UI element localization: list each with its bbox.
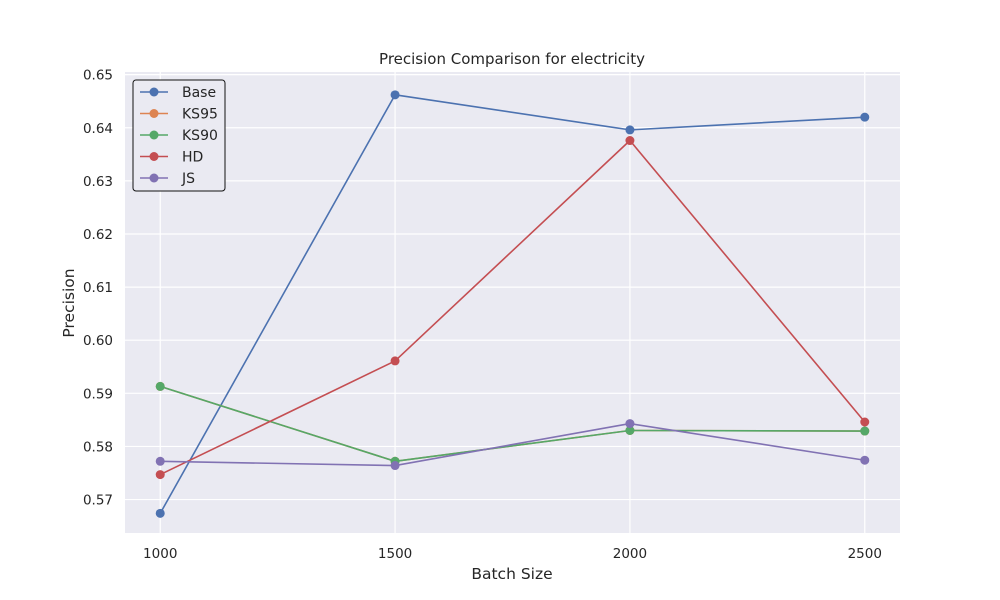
legend: Base KS95 KS90 HD JS bbox=[132, 79, 226, 192]
y-tick-label: 0.57 bbox=[83, 493, 113, 509]
legend-item-ks95: KS95 bbox=[140, 107, 218, 123]
legend-item-js: JS bbox=[140, 171, 195, 187]
x-tick-label: 2000 bbox=[613, 546, 647, 562]
y-tick-label: 0.64 bbox=[83, 121, 113, 137]
data-point bbox=[155, 381, 165, 391]
legend-item-hd: HD bbox=[140, 150, 203, 166]
y-tick-label: 0.62 bbox=[83, 227, 113, 243]
x-tick-label: 1000 bbox=[143, 546, 177, 562]
y-tick-label: 0.59 bbox=[83, 386, 113, 402]
data-point bbox=[390, 90, 400, 100]
legend-label: JS bbox=[181, 171, 195, 187]
y-tick-label: 0.63 bbox=[83, 174, 113, 190]
legend-marker bbox=[149, 173, 159, 183]
data-point bbox=[860, 455, 870, 465]
x-tick-labels: 1000 1500 2000 2500 bbox=[143, 546, 882, 562]
data-point bbox=[155, 456, 165, 466]
data-point bbox=[860, 417, 870, 427]
legend-label: KS90 bbox=[182, 128, 218, 144]
legend-item-base: Base bbox=[140, 85, 216, 101]
legend-marker bbox=[149, 152, 159, 161]
y-axis-label: Precision bbox=[60, 268, 78, 337]
x-tick-label: 1500 bbox=[378, 546, 412, 562]
series-base bbox=[155, 90, 870, 518]
data-point bbox=[390, 356, 400, 366]
series-line bbox=[159, 94, 865, 514]
series-js bbox=[155, 419, 870, 471]
x-axis-label: Batch Size bbox=[471, 565, 552, 583]
series-line bbox=[159, 385, 865, 463]
chart-title: Precision Comparison for electricity bbox=[379, 50, 645, 68]
y-tick-label: 0.61 bbox=[83, 280, 113, 296]
legend-marker bbox=[149, 87, 159, 97]
legend-label: KS95 bbox=[182, 107, 218, 123]
series-line bbox=[159, 139, 866, 476]
legend-box bbox=[132, 79, 226, 192]
data-point bbox=[860, 426, 870, 436]
data-point bbox=[155, 508, 165, 518]
x-tick-label: 2500 bbox=[848, 546, 882, 562]
legend-item-ks90: KS90 bbox=[140, 128, 218, 144]
data-point bbox=[390, 461, 400, 471]
data-point bbox=[625, 425, 635, 435]
y-tick-label: 0.65 bbox=[83, 68, 113, 84]
data-point bbox=[860, 112, 870, 122]
data-point bbox=[155, 470, 165, 480]
data-point bbox=[625, 419, 635, 429]
series-line bbox=[160, 422, 865, 467]
legend-label: HD bbox=[182, 150, 203, 166]
y-tick-label: 0.58 bbox=[83, 439, 113, 455]
y-tick-label: 0.60 bbox=[83, 333, 113, 349]
legend-label: Base bbox=[182, 85, 216, 101]
y-tick-labels: 0.57 0.58 0.59 0.60 0.61 0.62 0.63 0.64 0.65 bbox=[83, 68, 113, 509]
plot-area bbox=[125, 72, 900, 533]
series-hd bbox=[155, 136, 870, 480]
legend-marker bbox=[149, 109, 159, 118]
data-point bbox=[625, 136, 635, 146]
data-point bbox=[625, 125, 635, 135]
legend-marker bbox=[149, 130, 159, 140]
series-lines bbox=[155, 90, 870, 518]
